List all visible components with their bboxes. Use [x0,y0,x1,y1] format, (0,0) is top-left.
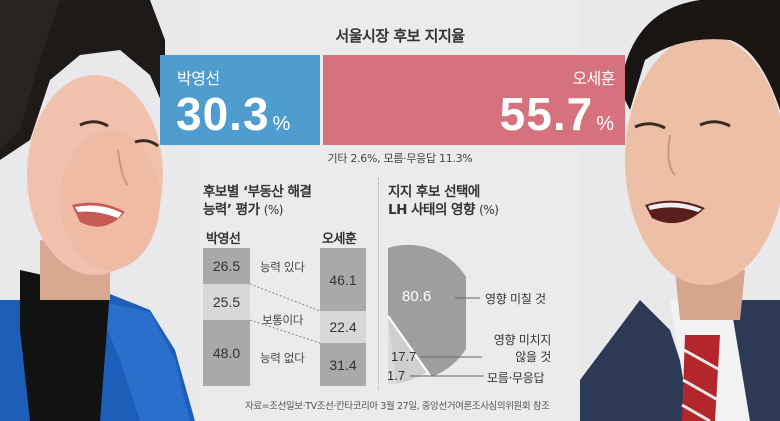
ability-chart-title: 후보별 ‘부동산 해결 능력’ 평가 (%) [203,183,312,219]
ability-connector-lines [250,283,320,344]
lh-title-line2: LH 사태의 영향 [388,202,475,218]
park-capable-segment: 26.5 [203,248,250,284]
oh-support-bar: 오세훈 55.7% [323,55,625,145]
oh-incapable-segment: 31.4 [320,343,366,386]
ability-unit: (%) [263,203,284,217]
row-label-average: 보통이다 [262,313,304,327]
slice-label-unknown: 모름·무응답 [487,371,545,385]
slice-label-no-affect-line1: 영향 미치지 [493,333,552,347]
oh-value-unit: % [596,113,615,135]
photo-oh-se-hoon [580,0,780,421]
source-note: 자료=조선일보·TV조선·칸타코리아 3월 27일, 중앙선거여론조사심의위원회… [245,401,550,412]
ability-col-oh: 오세훈 [322,232,357,247]
lh-chart-title: 지지 후보 선택에 LH 사태의 영향 (%) [388,183,499,219]
slice-label-affect: 영향 미칠 것 [485,292,546,306]
slice-label-no-affect-line2: 않을 것 [515,350,551,364]
park-incapable-segment: 48.0 [203,320,250,386]
park-average-segment: 25.5 [203,284,250,320]
slice-label-no-affect: 영향 미치지 않을 것 [487,331,552,365]
row-label-capable: 능력 있다 [260,260,305,274]
pie-leader-lines [410,297,484,377]
ability-title-line1: 후보별 ‘부동산 해결 [203,184,312,200]
park-name-label: 박영선 [177,69,220,88]
other-responses-note: 기타 2.6%, 모름·무응답 11.3% [327,152,473,165]
park-support-bar: 박영선 30.3% [160,55,320,145]
slice-value-unknown: 1.7 [387,368,406,383]
slice-value-affect: 80.6 [402,288,432,305]
oh-support-value: 55.7% [500,91,615,147]
section-divider [378,178,379,390]
park-value-number: 30.3 [176,88,270,140]
oh-value-number: 55.7 [499,88,594,140]
oh-name-label: 오세훈 [572,69,615,88]
row-label-incapable: 능력 없다 [260,351,305,365]
lh-half-pie [387,244,466,385]
ability-col-park: 박영선 [206,232,241,247]
slice-value-no-affect: 17.7 [391,349,417,364]
lh-unit: (%) [479,203,499,217]
ability-title-line2: 능력’ 평가 [203,202,260,218]
chart-title: 서울시장 후보 지지율 [335,27,465,45]
park-value-unit: % [272,113,292,135]
oh-average-segment: 22.4 [320,311,366,343]
lh-title-line1: 지지 후보 선택에 [388,184,480,200]
park-support-value: 30.3% [176,91,291,147]
oh-capable-segment: 46.1 [320,248,366,311]
